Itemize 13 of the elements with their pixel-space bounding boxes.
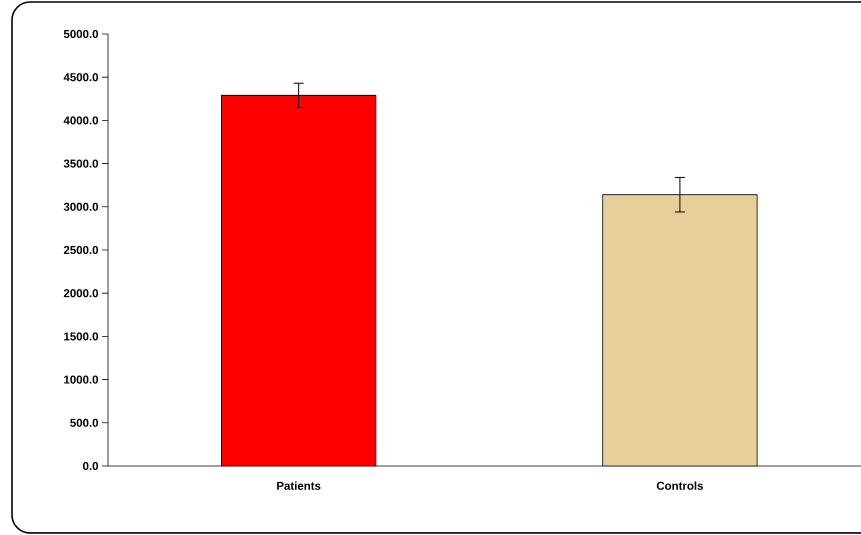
y-tick-label: 5000.0 — [64, 30, 98, 38]
y-tick-label: 3000.0 — [64, 202, 98, 211]
x-tick-label: Controls — [656, 481, 703, 490]
y-tick-label: 4500.0 — [64, 73, 98, 82]
y-tick-label: 1500.0 — [64, 332, 98, 340]
y-tick-label: 3500.0 — [64, 160, 98, 168]
x-tick-label: Patients — [277, 481, 320, 490]
y-tick-label: 4000.0 — [64, 116, 98, 124]
y-tick-label: 2500.0 — [64, 246, 98, 254]
y-tick-label: 2000.0 — [64, 289, 98, 298]
y-tick-label: 500.0 — [70, 418, 98, 427]
y-tick-label: 0.0 — [83, 462, 98, 470]
y-tick-label: 1000.0 — [64, 376, 98, 384]
